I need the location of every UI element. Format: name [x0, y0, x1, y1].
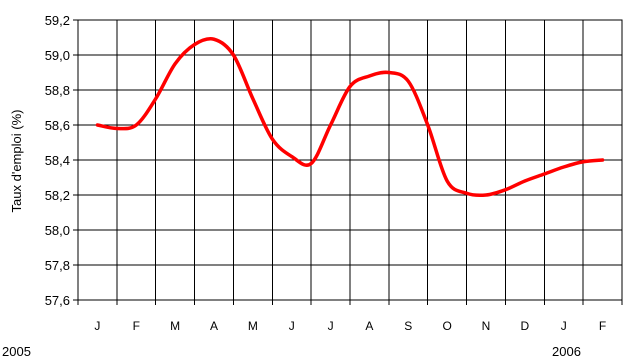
plot-frame	[77, 19, 623, 301]
x-tick-label: M	[248, 319, 258, 333]
chart-grid	[73, 19, 623, 305]
x-tick-label: A	[365, 319, 373, 333]
y-tick-label: 57,6	[45, 293, 70, 308]
y-tick-label: 59,0	[45, 48, 70, 63]
x-tick-label: A	[210, 319, 218, 333]
x-tick-label: F	[133, 319, 140, 333]
x-tick-label: J	[561, 319, 567, 333]
year-label-2006: 2006	[552, 344, 581, 358]
x-tick-label: J	[328, 319, 334, 333]
x-tick-label: O	[442, 319, 451, 333]
series-line	[95, 37, 605, 198]
y-tick-label: 58,2	[45, 188, 70, 203]
x-tick-label: N	[482, 319, 491, 333]
y-tick-label: 58,4	[45, 153, 70, 168]
x-tick-label: F	[599, 319, 606, 333]
year-label-2005: 2005	[2, 344, 31, 358]
y-axis-ticks: 57,6 57,8 58,0 58,2 58,4 58,6 58,8 59,0 59,2	[45, 13, 70, 308]
y-tick-label: 59,2	[45, 13, 70, 28]
plot-border	[77, 19, 623, 301]
x-tick-label: S	[404, 319, 412, 333]
x-tick-label: D	[521, 319, 530, 333]
chart-series	[95, 37, 605, 198]
y-tick-label: 58,8	[45, 83, 70, 98]
y-axis-label: Taux d'emploi (%)	[9, 110, 24, 213]
y-tick-label: 57,8	[45, 258, 70, 273]
x-tick-label: J	[94, 319, 100, 333]
y-tick-label: 58,0	[45, 223, 70, 238]
y-tick-label: 58,6	[45, 118, 70, 133]
x-tick-label: M	[170, 319, 180, 333]
x-tick-label: J	[289, 319, 295, 333]
